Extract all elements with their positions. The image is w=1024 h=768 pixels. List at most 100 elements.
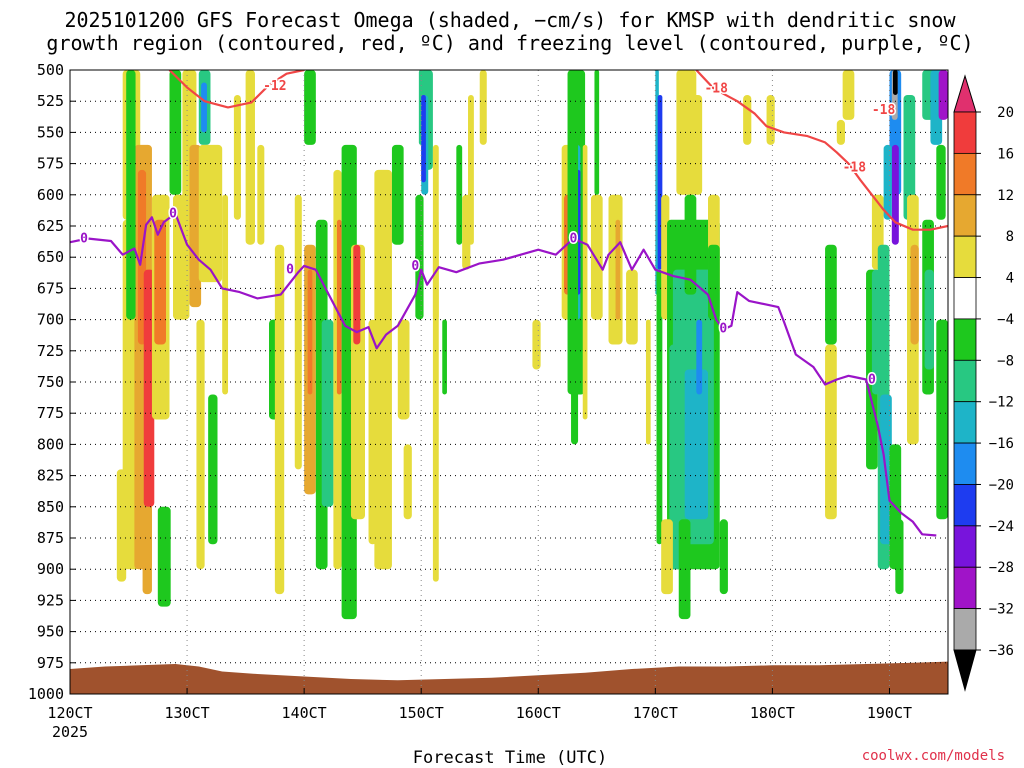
x-tick-label: 150CT (399, 704, 444, 722)
y-tick-label: 775 (37, 404, 64, 422)
omega-shade-cell (825, 244, 837, 345)
omega-shade-cell (690, 94, 703, 195)
omega-shade-cell (615, 219, 621, 320)
omega-shade-cell (590, 194, 603, 320)
x-tick-label: 170CT (633, 704, 678, 722)
colorbar-bin (953, 318, 977, 361)
omega-shade-cell (143, 269, 155, 507)
omega-shade-cell (924, 269, 934, 370)
credit-text: coolwx.com/models (862, 748, 1005, 764)
colorbar-tick-label: −16 (989, 436, 1014, 452)
omega-shade-cell (938, 70, 948, 120)
omega-shade-cell (233, 94, 241, 220)
colorbar-tick-label: 12 (997, 188, 1014, 204)
omega-shade-cell (766, 94, 775, 145)
omega-shade-cell (661, 519, 673, 595)
chart-title-line1: 2025101200 GFS Forecast Omega (shaded, −… (64, 8, 956, 32)
plot-area: 0 0 0 0 0 0 0 -12 -18 -18 -18 (70, 70, 948, 694)
colorbar-bin (953, 442, 977, 485)
omega-shade-cell (645, 319, 651, 445)
omega-shade-cell (403, 444, 412, 520)
omega-shade-cell (432, 219, 439, 582)
dgz-minus18-label: -18 (872, 103, 896, 118)
colorbar-bin (953, 277, 977, 320)
y-tick-label: 1000 (28, 685, 64, 703)
omega-shade-cell (336, 219, 342, 395)
omega-shade-cell (684, 194, 697, 295)
omega-shade-cell (208, 394, 218, 545)
omega-shade-cell (582, 144, 588, 420)
freezing-level-label: 0 (868, 373, 876, 388)
freezing-level-label: 0 (719, 321, 727, 336)
colorbar-tick-label: 16 (997, 146, 1014, 162)
omega-shade-cell (374, 169, 392, 570)
y-tick-label: 950 (37, 623, 64, 641)
y-tick-label: 975 (37, 654, 64, 672)
colorbar-bin (953, 152, 977, 196)
omega-shade-cell (895, 519, 904, 595)
colorbar-tick-label: −4 (997, 312, 1014, 328)
colorbar-tick-label: −20 (989, 477, 1014, 493)
omega-shade-cell (294, 194, 302, 470)
y-tick-label: 675 (37, 279, 64, 297)
colorbar-tick-label: 20 (997, 105, 1014, 121)
omega-shade-cell (696, 319, 703, 395)
omega-shade-cell (892, 70, 898, 95)
freezing-level-label: 0 (169, 207, 177, 222)
omega-shade-cell (903, 94, 916, 220)
x-year-label: 2025 (52, 723, 88, 741)
colorbar-over-triangle (953, 74, 977, 113)
y-tick-label: 875 (37, 529, 64, 547)
y-tick-label: 750 (37, 373, 64, 391)
omega-shade-cell (421, 94, 426, 183)
y-tick-label: 500 (37, 61, 64, 79)
dgz-minus12-label: -12 (263, 79, 286, 94)
x-tick-label: 140CT (282, 704, 327, 722)
surface-terrain (70, 661, 948, 694)
freezing-level-label: 0 (80, 231, 88, 246)
colorbar-legend: 20 16 12 8 4 −4 −8 −12 −16 −20 −24 −28 −32 −36 (953, 74, 1014, 692)
omega-shade-cell (678, 519, 691, 620)
omega-shade-cell (201, 82, 207, 133)
colorbar-bin (953, 566, 977, 610)
y-tick-label: 625 (37, 217, 64, 235)
y-tick-label: 650 (37, 248, 64, 266)
dgz-minus18-label: -18 (704, 82, 728, 97)
colorbar-bin (953, 525, 977, 568)
y-tick-label: 575 (37, 155, 64, 173)
omega-shade-cell (468, 94, 474, 245)
y-tick-label: 825 (37, 467, 64, 485)
omega-shade-cell (142, 506, 152, 595)
omega-shade-cell (708, 244, 720, 320)
omega-shade-cell (936, 144, 946, 220)
y-tick-label: 850 (37, 498, 64, 516)
x-tick-label: 130CT (164, 704, 209, 722)
dgz-minus18-contour (695, 70, 948, 231)
colorbar-bin (953, 401, 977, 444)
colorbar-bin (953, 359, 977, 403)
omega-shade-cell (304, 70, 316, 145)
dgz-minus12-contour (168, 70, 305, 109)
omega-shade-cell (321, 319, 334, 507)
freezing-level-label: 0 (411, 259, 419, 274)
colorbar-tick-label: 8 (1006, 229, 1014, 245)
omega-shade-cell (719, 519, 728, 595)
colorbar-under-triangle (953, 649, 977, 692)
colorbar-tick-label: −8 (997, 353, 1014, 369)
colorbar-tick-label: −12 (989, 395, 1014, 411)
omega-shade-cell (456, 144, 463, 245)
omega-shade-cell (245, 70, 255, 245)
omega-shade-cell (116, 469, 127, 582)
omega-shade-cell (391, 144, 404, 245)
omega-shade-cell (910, 244, 919, 345)
y-axis: 500 525 550 575 600 625 650 675 700 725 750 775 800 8… (28, 61, 76, 703)
omega-shade-cell (532, 319, 541, 370)
x-tick-label: 190CT (867, 704, 912, 722)
y-tick-label: 550 (37, 123, 64, 141)
omega-shade-cell (883, 144, 892, 220)
freezing-level-label: 0 (286, 263, 294, 278)
omega-shade-cell (936, 319, 948, 520)
y-tick-label: 900 (37, 560, 64, 578)
omega-shade-cell (571, 70, 579, 445)
